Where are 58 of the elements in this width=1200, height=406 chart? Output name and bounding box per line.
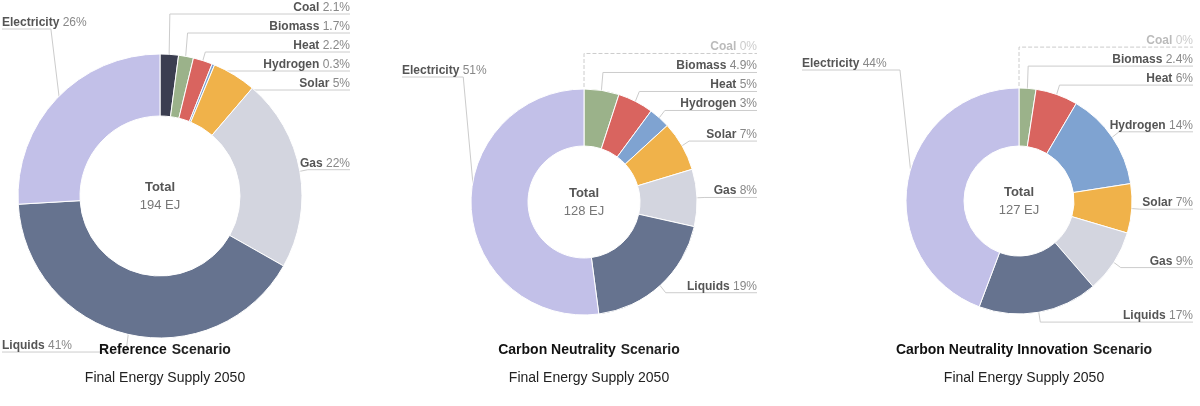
data-label: 6% bbox=[1175, 71, 1194, 86]
slice-label: Heat bbox=[293, 38, 320, 52]
slice-label: Biomass bbox=[1112, 52, 1163, 67]
slice-label: Solar bbox=[706, 127, 737, 142]
data-label: 51% bbox=[462, 63, 488, 77]
slice-label: Hydrogen bbox=[680, 96, 737, 111]
text: Total bbox=[144, 179, 176, 194]
slice-label: Solar bbox=[299, 76, 330, 90]
text: Carbon Neutrality Innovation Scenario bbox=[895, 341, 1153, 357]
slice-label: Liquids bbox=[686, 278, 730, 293]
slice-label: Liquids bbox=[2, 338, 45, 353]
data-label: 19% bbox=[732, 278, 758, 293]
text: Final Energy Supply 2050 bbox=[943, 369, 1105, 385]
slice-label: Heat bbox=[1146, 71, 1173, 86]
slice-label: Liquids bbox=[1122, 308, 1166, 323]
data-label: 17% bbox=[1168, 308, 1194, 323]
data-label: 8% bbox=[739, 183, 758, 198]
category-label: Coal bbox=[710, 39, 737, 54]
data-label: 14% bbox=[1168, 117, 1194, 132]
data-label: 0.3% bbox=[322, 57, 351, 71]
slice-label: Gas bbox=[299, 155, 323, 170]
text: Total bbox=[568, 185, 600, 200]
data-label: 7% bbox=[739, 127, 758, 142]
data-label: 7% bbox=[1175, 195, 1194, 210]
slice-label: Gas bbox=[1149, 253, 1173, 268]
data-label: 2.4% bbox=[1165, 52, 1194, 67]
slice-label: Coal bbox=[293, 0, 320, 14]
slice-label: Electricity bbox=[2, 15, 60, 29]
data-label: 2.1% bbox=[322, 0, 351, 14]
data-label: 41% bbox=[48, 338, 73, 353]
slice-label: Hydrogen bbox=[263, 57, 320, 71]
data-label: 1.7% bbox=[322, 19, 351, 33]
text: Total bbox=[1003, 184, 1035, 199]
category-label: Coal bbox=[1146, 33, 1173, 48]
text: Reference Scenario bbox=[99, 341, 231, 357]
data-label: 44% bbox=[862, 56, 888, 70]
data-label: 26% bbox=[62, 15, 88, 29]
slice-label: Biomass bbox=[269, 19, 320, 33]
slice-label: Biomass bbox=[676, 58, 727, 73]
text: Carbon Neutrality Scenario bbox=[498, 341, 680, 357]
data-label: 2.2% bbox=[322, 38, 351, 52]
slice-label: Hydrogen bbox=[1109, 117, 1166, 132]
text: Final Energy Supply 2050 bbox=[84, 369, 246, 385]
slice-label: Electricity bbox=[802, 56, 860, 70]
slice-label: Electricity bbox=[402, 63, 460, 77]
slice-label: Solar bbox=[1142, 195, 1173, 210]
text: 127 EJ bbox=[998, 202, 1040, 217]
data-label: 5% bbox=[739, 77, 758, 92]
text: Final Energy Supply 2050 bbox=[508, 369, 670, 385]
data-label: 3% bbox=[739, 96, 758, 111]
data-label: 4.9% bbox=[729, 58, 758, 73]
data-label: 22% bbox=[325, 155, 351, 170]
text: 194 EJ bbox=[139, 197, 181, 212]
text: 128 EJ bbox=[563, 203, 605, 218]
slice-label: Heat bbox=[710, 77, 737, 92]
data-label: 9% bbox=[1175, 253, 1194, 268]
slice-label: Gas bbox=[713, 183, 737, 198]
data-label: 5% bbox=[332, 76, 351, 90]
